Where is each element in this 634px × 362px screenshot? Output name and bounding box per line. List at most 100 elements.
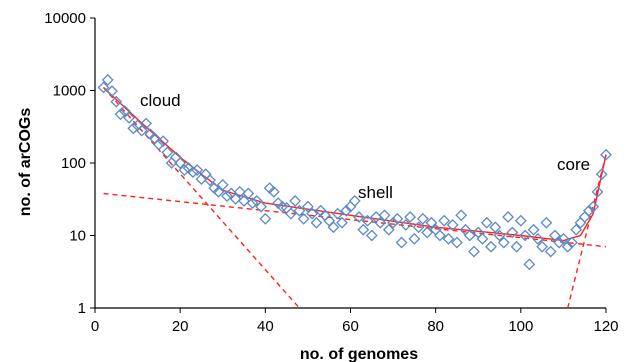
y-tick-label: 100 — [61, 155, 86, 172]
data-point — [276, 200, 289, 213]
data-point — [387, 216, 400, 229]
data-point — [480, 216, 493, 229]
data-point — [216, 178, 229, 191]
data-point — [587, 200, 600, 213]
data-point — [340, 204, 353, 217]
data-point — [446, 218, 459, 231]
data-point — [497, 236, 510, 249]
data-point — [174, 157, 187, 169]
annotation-shell: shell — [358, 183, 393, 202]
data-point — [463, 229, 476, 242]
data-point — [97, 81, 110, 94]
x-tick-label: 60 — [342, 318, 359, 335]
data-point — [310, 216, 323, 229]
data-point — [246, 197, 259, 210]
data-point — [412, 221, 425, 234]
annotation-core: core — [557, 155, 590, 174]
data-point — [229, 192, 242, 205]
data-point — [327, 221, 340, 234]
data-point — [233, 185, 246, 198]
data-point — [510, 240, 523, 253]
data-point — [152, 138, 165, 151]
data-point — [455, 209, 468, 222]
data-point — [238, 194, 250, 207]
data-point — [212, 185, 225, 198]
data-point — [485, 240, 497, 253]
data-point — [331, 207, 344, 220]
data-point — [178, 164, 191, 176]
x-tick-label: 40 — [257, 318, 274, 335]
data-point — [399, 218, 412, 231]
data-point — [578, 211, 591, 223]
data-point — [361, 214, 374, 227]
data-point — [106, 85, 118, 98]
data-point — [548, 229, 561, 242]
x-tick-label: 100 — [508, 318, 533, 335]
data-point — [357, 223, 370, 236]
data-point — [404, 211, 417, 223]
data-point — [114, 108, 127, 121]
data-point — [489, 221, 502, 234]
data-point — [140, 117, 153, 130]
data-point — [127, 122, 140, 135]
data-points — [97, 73, 612, 271]
data-point — [348, 194, 361, 207]
data-point — [204, 174, 216, 187]
data-point — [395, 236, 408, 249]
data-point — [476, 232, 489, 245]
x-tick-label: 120 — [593, 318, 618, 335]
data-point — [561, 240, 574, 253]
data-point — [374, 216, 387, 229]
data-point — [595, 168, 608, 181]
data-point — [242, 187, 255, 200]
y-tick-label: 1000 — [53, 83, 86, 100]
y-tick-label: 10000 — [44, 10, 86, 27]
data-point — [255, 200, 267, 213]
data-point — [438, 214, 451, 227]
data-point — [118, 105, 131, 118]
data-point — [540, 216, 553, 229]
data-point — [451, 236, 463, 249]
fit-line-dashed — [103, 192, 607, 248]
data-point — [523, 258, 536, 271]
data-point — [221, 190, 233, 202]
data-point — [378, 209, 391, 222]
data-point — [536, 240, 549, 253]
data-point — [135, 124, 148, 137]
x-tick-label: 20 — [172, 318, 189, 335]
data-point — [600, 148, 612, 161]
data-point — [161, 146, 174, 159]
data-point — [259, 212, 272, 225]
x-tick-label: 0 — [91, 318, 99, 335]
data-point — [591, 185, 604, 198]
data-point — [353, 211, 365, 223]
data-point — [425, 216, 438, 229]
fit-line-dashed — [102, 87, 300, 309]
data-point — [514, 214, 527, 227]
data-point — [566, 236, 578, 249]
data-point — [301, 200, 314, 213]
data-point — [544, 245, 557, 258]
data-point — [570, 223, 583, 236]
data-point — [468, 245, 480, 258]
y-tick-label: 1 — [78, 300, 86, 317]
data-point — [289, 194, 302, 207]
data-point — [365, 229, 378, 242]
data-point — [493, 229, 506, 242]
data-point — [382, 223, 395, 236]
data-point — [408, 232, 421, 245]
data-point — [123, 111, 135, 124]
data-point — [391, 212, 404, 225]
data-point — [293, 204, 306, 217]
data-point — [506, 226, 519, 239]
data-point — [297, 212, 310, 225]
data-point — [442, 232, 455, 245]
x-axis-title: no. of genomes — [300, 346, 418, 362]
x-tick-label: 80 — [427, 318, 444, 335]
data-point — [583, 204, 595, 217]
data-point — [187, 166, 199, 178]
data-point — [101, 73, 114, 86]
data-point — [336, 216, 348, 229]
data-point — [110, 95, 123, 108]
